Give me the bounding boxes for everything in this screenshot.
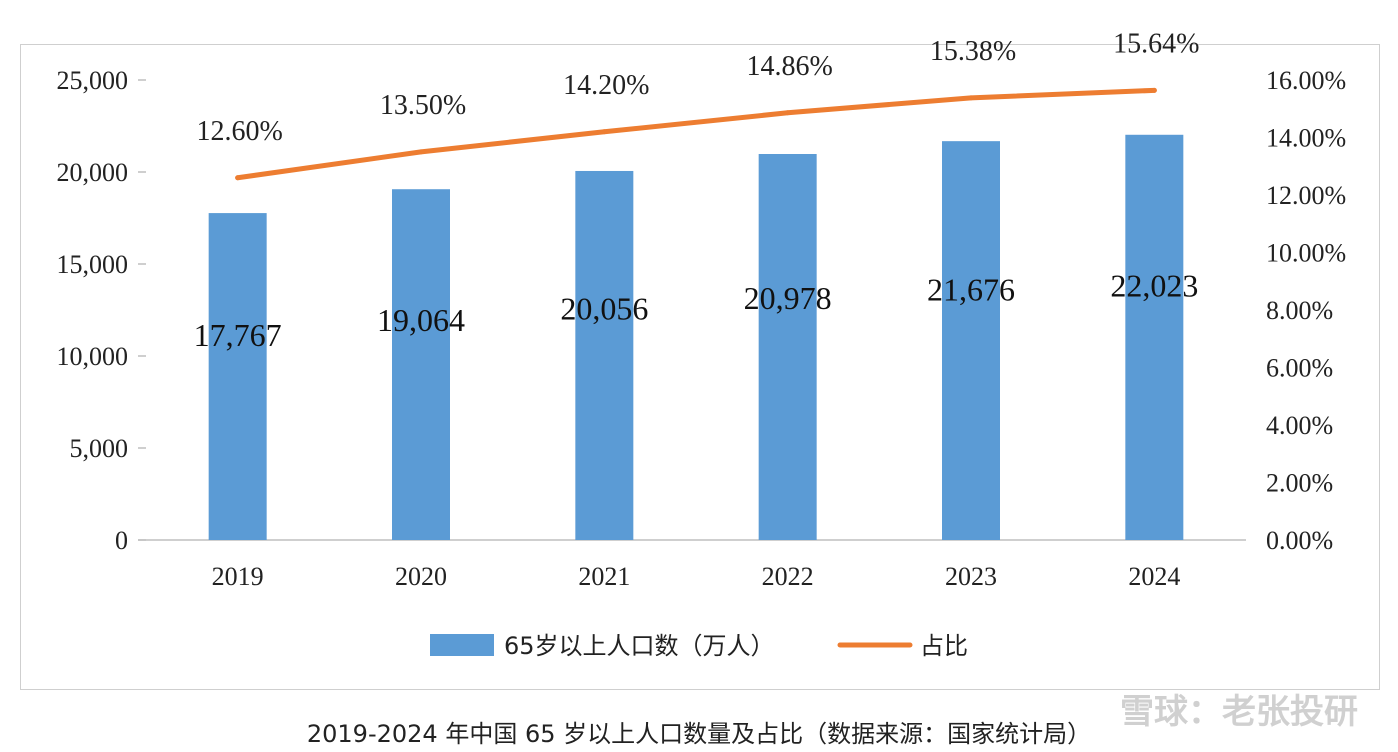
left-axis-tick-label: 25,000 [57, 66, 129, 95]
line-series [235, 87, 1157, 181]
bar [942, 141, 1000, 540]
watermark-text: 雪球：老张投研 [1120, 692, 1358, 732]
legend-line-label: 占比 [920, 632, 968, 660]
chart-frame [20, 44, 1380, 690]
bar [208, 213, 267, 540]
left-axis-tick-label: 15,000 [57, 250, 129, 279]
right-axis-tick-label: 2.00% [1266, 469, 1333, 498]
left-axis-tick-label: 5,000 [70, 434, 129, 463]
right-axis-tick-label: 0.00% [1266, 526, 1333, 555]
line-point [1151, 87, 1157, 93]
bar [758, 154, 817, 540]
bar-value-label: 20,978 [744, 280, 832, 316]
bar-value-label: 17,767 [194, 317, 282, 353]
bar [575, 170, 634, 540]
legend-bar-swatch [430, 634, 494, 656]
line-point [235, 175, 241, 181]
bar-value-label: 22,023 [1110, 268, 1198, 304]
x-axis-tick-label: 2020 [395, 562, 447, 591]
line-value-label: 13.50% [380, 90, 466, 121]
line-value-label: 15.38% [930, 36, 1016, 67]
line-value-label: 14.86% [747, 51, 833, 82]
right-axis-tick-label: 6.00% [1266, 354, 1333, 383]
right-axis-tick-label: 8.00% [1266, 296, 1333, 325]
data-labels: 17,767 19,064 20,056 20,978 21,676 22,023 12.6… [194, 28, 1200, 353]
line-point [968, 95, 974, 101]
bar-series [208, 134, 1184, 540]
left-axis-tick-label: 0 [115, 526, 128, 555]
bar-value-label: 19,064 [377, 302, 465, 338]
bar-value-label: 21,676 [927, 272, 1015, 308]
axes: 0 5,000 10,000 15,000 20,000 25,000 0.00% 2.00%… [57, 66, 1347, 591]
bar [392, 189, 450, 540]
line-point [785, 110, 791, 116]
bar-value-label: 20,056 [560, 291, 648, 327]
line-value-label: 14.20% [563, 70, 649, 101]
right-axis-tick-label: 10.00% [1266, 239, 1346, 268]
x-axis-tick-label: 2019 [212, 562, 264, 591]
x-axis-tick-label: 2022 [762, 562, 814, 591]
left-axis-tick-label: 20,000 [57, 158, 129, 187]
right-axis-tick-label: 12.00% [1266, 181, 1346, 210]
line-value-label: 12.60% [197, 116, 283, 147]
right-axis-tick-label: 4.00% [1266, 411, 1333, 440]
x-axis-tick-label: 2024 [1128, 562, 1180, 591]
legend-bar-label: 65岁以上人口数（万人） [504, 632, 775, 660]
x-axis-tick-label: 2021 [578, 562, 630, 591]
chart-caption: 2019-2024 年中国 65 岁以上人口数量及占比（数据来源：国家统计局） [306, 720, 1092, 748]
line-point [418, 149, 424, 155]
bar [1125, 134, 1184, 540]
line-value-label: 15.64% [1113, 28, 1199, 59]
right-axis-tick-label: 14.00% [1266, 124, 1346, 153]
line-path [235, 87, 1157, 181]
right-axis-tick-label: 16.00% [1266, 66, 1346, 95]
line-point [601, 129, 607, 135]
x-axis-tick-label: 2023 [945, 562, 997, 591]
legend: 65岁以上人口数（万人） 占比 [430, 632, 968, 660]
left-axis-tick-label: 10,000 [57, 342, 129, 371]
